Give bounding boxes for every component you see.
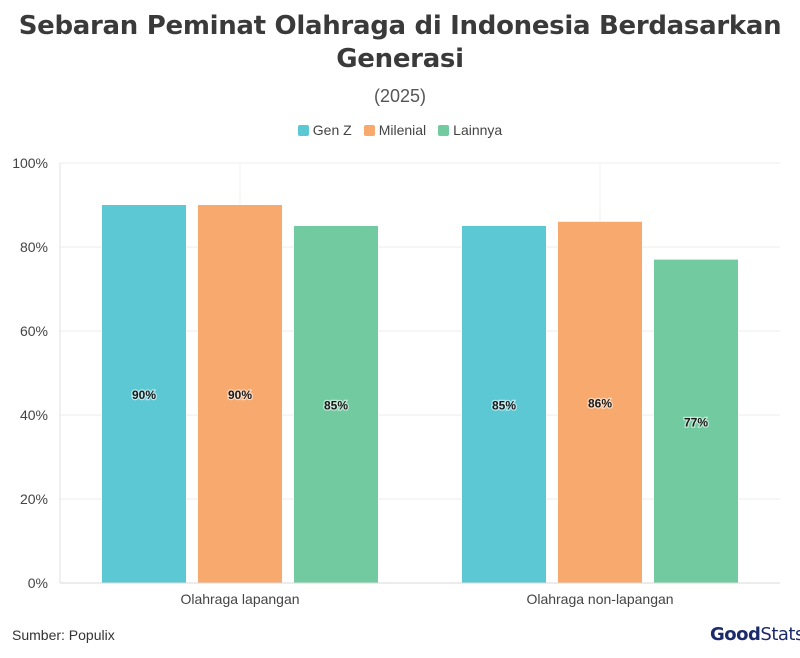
data-label: 85% xyxy=(324,399,348,413)
legend: Gen Z Milenial Lainnya xyxy=(0,122,800,138)
logo-part-good: Good xyxy=(710,624,761,645)
bar-lainnya-1 xyxy=(654,259,738,583)
legend-label-genz: Gen Z xyxy=(312,122,352,138)
bar-gen-z-1 xyxy=(462,226,546,583)
bar-lainnya-0 xyxy=(294,226,378,583)
chart-title: Sebaran Peminat Olahraga di Indonesia Be… xyxy=(18,11,782,74)
y-tick-label: 20% xyxy=(20,491,48,507)
data-label: 85% xyxy=(492,399,516,413)
y-tick-label: 60% xyxy=(20,323,48,339)
legend-item-genz[interactable]: Gen Z xyxy=(297,122,352,138)
y-tick-label: 100% xyxy=(12,155,48,171)
bar-milenial-0 xyxy=(198,205,282,583)
legend-item-milenial[interactable]: Milenial xyxy=(363,122,427,138)
y-tick-label: 0% xyxy=(28,575,48,591)
logo-part-stats: Stats xyxy=(760,624,800,645)
legend-item-lainnya[interactable]: Lainnya xyxy=(438,122,502,138)
legend-swatch-genz xyxy=(297,124,309,136)
bar-gen-z-0 xyxy=(102,205,186,583)
legend-label-lainnya: Lainnya xyxy=(453,122,503,138)
legend-label-milenial: Milenial xyxy=(378,122,427,138)
bar-milenial-1 xyxy=(558,221,642,584)
legend-swatch-lainnya xyxy=(438,124,450,136)
y-tick-label: 40% xyxy=(20,407,48,423)
goodstats-logo: GoodStats xyxy=(710,624,800,645)
data-label: 90% xyxy=(228,388,252,402)
chart-subtitle: (2025) xyxy=(373,86,427,106)
y-tick-label: 80% xyxy=(20,239,48,255)
legend-swatch-milenial xyxy=(363,124,375,136)
data-label: 90% xyxy=(132,388,156,402)
data-label: 77% xyxy=(684,415,708,429)
data-label: 86% xyxy=(588,396,612,410)
x-tick-label: Olahraga non-lapangan xyxy=(526,591,673,607)
source-note: Sumber: Populix xyxy=(12,627,115,643)
x-tick-label: Olahraga lapangan xyxy=(180,591,299,607)
